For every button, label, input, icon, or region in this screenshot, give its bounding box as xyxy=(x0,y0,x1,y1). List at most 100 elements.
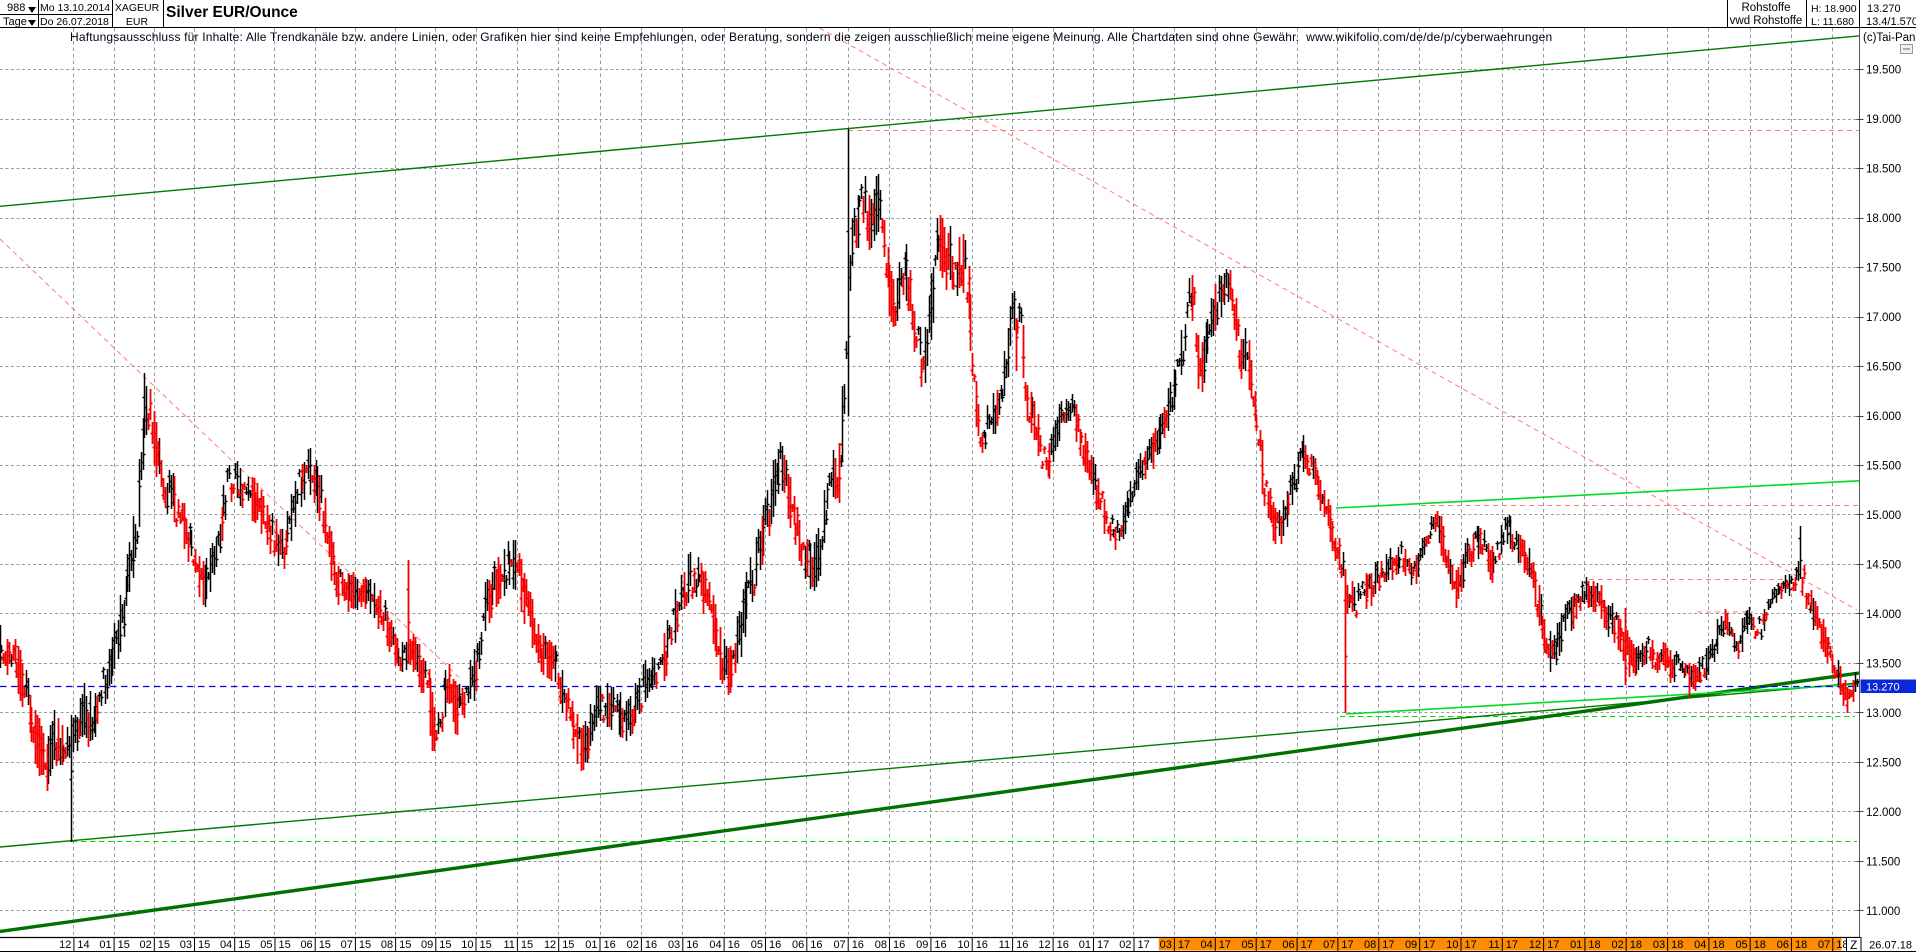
svg-text:17: 17 xyxy=(1138,939,1150,951)
svg-text:15: 15 xyxy=(399,939,411,951)
svg-text:01: 01 xyxy=(1570,939,1582,951)
svg-text:11: 11 xyxy=(1488,939,1499,951)
svg-text:16.000: 16.000 xyxy=(1866,411,1901,423)
svg-text:12: 12 xyxy=(59,939,71,951)
svg-text:16: 16 xyxy=(1016,939,1028,951)
svg-text:17: 17 xyxy=(1506,939,1518,951)
svg-text:10: 10 xyxy=(1446,939,1458,951)
svg-text:10: 10 xyxy=(461,939,473,951)
svg-text:15: 15 xyxy=(439,939,451,951)
svg-text:16.500: 16.500 xyxy=(1866,362,1901,374)
svg-text:17: 17 xyxy=(1382,939,1394,951)
svg-text:17: 17 xyxy=(1423,939,1435,951)
svg-text:16: 16 xyxy=(893,939,905,951)
svg-text:(c)Tai-Pan: (c)Tai-Pan xyxy=(1863,32,1915,44)
svg-text:07: 07 xyxy=(1323,939,1335,951)
svg-text:17: 17 xyxy=(1341,939,1353,951)
svg-text:15: 15 xyxy=(279,939,291,951)
svg-text:15: 15 xyxy=(158,939,170,951)
svg-text:16: 16 xyxy=(852,939,864,951)
svg-text:12: 12 xyxy=(1038,939,1050,951)
svg-text:15: 15 xyxy=(359,939,371,951)
svg-text:05: 05 xyxy=(751,939,763,951)
svg-text:11: 11 xyxy=(999,939,1010,951)
svg-text:06: 06 xyxy=(1282,939,1294,951)
svg-text:17: 17 xyxy=(1465,939,1477,951)
svg-text:17: 17 xyxy=(1301,939,1313,951)
svg-text:08: 08 xyxy=(1364,939,1376,951)
svg-text:04: 04 xyxy=(709,939,721,951)
svg-text:12.000: 12.000 xyxy=(1866,807,1901,819)
svg-text:12.500: 12.500 xyxy=(1866,757,1901,769)
svg-text:03: 03 xyxy=(1653,939,1665,951)
svg-text:18.500: 18.500 xyxy=(1866,164,1901,176)
svg-text:11.500: 11.500 xyxy=(1866,856,1900,868)
svg-text:02: 02 xyxy=(1612,939,1624,951)
svg-text:14: 14 xyxy=(77,939,89,951)
svg-text:02: 02 xyxy=(140,939,152,951)
svg-text:06: 06 xyxy=(792,939,804,951)
svg-text:15: 15 xyxy=(521,939,533,951)
svg-text:15: 15 xyxy=(562,939,574,951)
svg-text:06: 06 xyxy=(1777,939,1789,951)
svg-text:12: 12 xyxy=(544,939,556,951)
svg-text:14.500: 14.500 xyxy=(1866,560,1901,572)
svg-text:09: 09 xyxy=(421,939,433,951)
svg-text:16: 16 xyxy=(604,939,616,951)
svg-text:14.000: 14.000 xyxy=(1866,609,1901,621)
svg-text:16: 16 xyxy=(810,939,822,951)
svg-text:18: 18 xyxy=(1671,939,1683,951)
svg-text:17.000: 17.000 xyxy=(1866,312,1901,324)
svg-text:12: 12 xyxy=(1529,939,1541,951)
svg-text:16: 16 xyxy=(769,939,781,951)
svg-text:18.000: 18.000 xyxy=(1866,213,1901,225)
svg-text:10: 10 xyxy=(957,939,969,951)
svg-text:17: 17 xyxy=(1178,939,1190,951)
svg-text:15: 15 xyxy=(238,939,250,951)
svg-text:16: 16 xyxy=(686,939,698,951)
svg-text:17: 17 xyxy=(1547,939,1559,951)
svg-text:19.500: 19.500 xyxy=(1866,65,1901,77)
svg-text:11.000: 11.000 xyxy=(1866,906,1900,918)
svg-text:07: 07 xyxy=(833,939,845,951)
svg-text:16: 16 xyxy=(976,939,988,951)
svg-text:17.500: 17.500 xyxy=(1866,263,1901,275)
svg-text:19.000: 19.000 xyxy=(1866,114,1901,126)
svg-text:Z: Z xyxy=(1850,938,1857,952)
svg-text:07: 07 xyxy=(1818,939,1830,951)
svg-text:18: 18 xyxy=(1712,939,1724,951)
svg-text:18: 18 xyxy=(1836,939,1848,951)
svg-text:04: 04 xyxy=(1201,939,1213,951)
svg-text:09: 09 xyxy=(916,939,928,951)
svg-text:01: 01 xyxy=(585,939,597,951)
svg-text:16: 16 xyxy=(1057,939,1069,951)
svg-text:16: 16 xyxy=(728,939,740,951)
svg-text:17: 17 xyxy=(1260,939,1272,951)
svg-text:17: 17 xyxy=(1097,939,1109,951)
svg-text:03: 03 xyxy=(1160,939,1172,951)
svg-text:17: 17 xyxy=(1219,939,1231,951)
svg-text:04: 04 xyxy=(1694,939,1706,951)
svg-text:13.000: 13.000 xyxy=(1866,708,1901,720)
svg-text:16: 16 xyxy=(645,939,657,951)
svg-text:26.07.18: 26.07.18 xyxy=(1869,940,1912,952)
svg-text:04: 04 xyxy=(220,939,232,951)
svg-text:05: 05 xyxy=(1241,939,1253,951)
svg-text:05: 05 xyxy=(260,939,272,951)
svg-text:08: 08 xyxy=(875,939,887,951)
svg-text:02: 02 xyxy=(627,939,639,951)
svg-text:15: 15 xyxy=(198,939,210,951)
svg-text:05: 05 xyxy=(1735,939,1747,951)
svg-text:16: 16 xyxy=(934,939,946,951)
svg-text:13.270: 13.270 xyxy=(1866,682,1900,694)
svg-text:09: 09 xyxy=(1405,939,1417,951)
svg-text:15: 15 xyxy=(480,939,492,951)
svg-text:03: 03 xyxy=(180,939,192,951)
svg-text:15: 15 xyxy=(118,939,130,951)
svg-text:13.500: 13.500 xyxy=(1866,658,1901,670)
svg-text:15.500: 15.500 xyxy=(1866,461,1901,473)
svg-text:15: 15 xyxy=(319,939,331,951)
svg-text:03: 03 xyxy=(668,939,680,951)
svg-text:07: 07 xyxy=(341,939,353,951)
svg-text:06: 06 xyxy=(300,939,312,951)
